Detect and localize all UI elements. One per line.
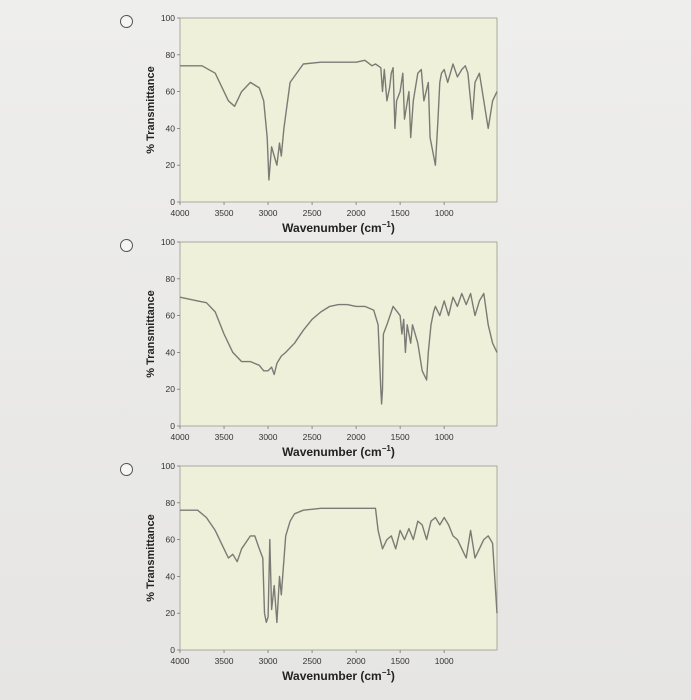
x-tick-label: 1500 bbox=[391, 432, 410, 442]
x-axis-label: Wavenumber (cm−1) bbox=[282, 220, 395, 235]
y-tick-label: 80 bbox=[166, 274, 176, 284]
plot-area bbox=[179, 465, 498, 651]
y-tick-label: 100 bbox=[161, 13, 175, 23]
y-tick-label: 60 bbox=[166, 311, 176, 321]
y-tick-label: 0 bbox=[170, 421, 175, 431]
x-axis-label: Wavenumber (cm−1) bbox=[282, 668, 395, 683]
y-axis-label: % Transmittance bbox=[145, 514, 157, 601]
y-axis-label: % Transmittance bbox=[145, 290, 157, 377]
x-axis-label-close: ) bbox=[391, 221, 395, 235]
spectrum-line bbox=[180, 507, 498, 624]
x-tick-label: 3500 bbox=[215, 208, 234, 218]
answer-option-2[interactable]: 0 20 40 60 80 100 4000 3500 3000 2500 2000 1500 1000… bbox=[0, 234, 691, 459]
x-tick-label: 4000 bbox=[171, 208, 190, 218]
y-axis-label: % Transmittance bbox=[145, 66, 157, 153]
y-tick-label: 60 bbox=[166, 535, 176, 545]
x-tick-label: 2000 bbox=[347, 208, 366, 218]
y-tick-label: 40 bbox=[166, 123, 176, 133]
plot-area bbox=[179, 17, 498, 203]
y-tick-label: 20 bbox=[166, 608, 176, 618]
x-tick-label: 4000 bbox=[171, 432, 190, 442]
x-axis-label-text: Wavenumber (cm bbox=[282, 221, 382, 235]
x-tick-label: 1000 bbox=[435, 432, 454, 442]
y-tick-label: 100 bbox=[161, 461, 175, 471]
radio-button-option-3[interactable] bbox=[120, 463, 133, 476]
ir-spectrum-chart-1: 0 20 40 60 80 100 4000 3500 3000 2500 2000 1500 1000… bbox=[145, 13, 498, 235]
x-tick-label: 3500 bbox=[215, 656, 234, 666]
y-tick-label: 60 bbox=[166, 87, 176, 97]
x-axis-label-close: ) bbox=[391, 669, 395, 683]
x-tick-label: 2500 bbox=[303, 208, 322, 218]
x-tick-label: 3000 bbox=[259, 432, 278, 442]
x-axis-label: Wavenumber (cm−1) bbox=[282, 444, 395, 459]
x-tick-label: 3500 bbox=[215, 432, 234, 442]
y-tick-label: 20 bbox=[166, 160, 176, 170]
x-tick-label: 1500 bbox=[391, 208, 410, 218]
spectrum-line bbox=[179, 292, 498, 405]
spectrum-line bbox=[180, 59, 498, 181]
x-axis-label-text: Wavenumber (cm bbox=[282, 669, 382, 683]
radio-button-option-1[interactable] bbox=[120, 15, 133, 28]
x-axis-label-close: ) bbox=[391, 445, 395, 459]
answer-option-3[interactable]: 0 20 40 60 80 100 4000 3500 3000 2500 2000 1500 1000… bbox=[0, 458, 691, 683]
x-axis-label-text: Wavenumber (cm bbox=[282, 445, 382, 459]
x-tick-label: 2500 bbox=[303, 432, 322, 442]
x-tick-label: 1000 bbox=[435, 208, 454, 218]
ir-spectrum-chart-2: 0 20 40 60 80 100 4000 3500 3000 2500 2000 1500 1000… bbox=[145, 237, 498, 459]
y-tick-label: 80 bbox=[166, 50, 176, 60]
y-tick-label: 40 bbox=[166, 347, 176, 357]
x-tick-label: 2500 bbox=[303, 656, 322, 666]
y-tick-label: 20 bbox=[166, 384, 176, 394]
ir-spectrum-chart-3: 0 20 40 60 80 100 4000 3500 3000 2500 2000 1500 1000… bbox=[145, 461, 498, 683]
y-tick-label: 80 bbox=[166, 498, 176, 508]
x-tick-label: 1500 bbox=[391, 656, 410, 666]
y-tick-label: 40 bbox=[166, 571, 176, 581]
x-tick-label: 2000 bbox=[347, 432, 366, 442]
radio-button-option-2[interactable] bbox=[120, 239, 133, 252]
x-tick-label: 3000 bbox=[259, 208, 278, 218]
answer-option-1[interactable]: 0 20 40 60 80 100 4000 3500 3000 2500 2000 1500 1000… bbox=[0, 10, 691, 235]
y-tick-label: 100 bbox=[161, 237, 175, 247]
x-tick-label: 3000 bbox=[259, 656, 278, 666]
x-tick-label: 2000 bbox=[347, 656, 366, 666]
x-axis-label-superscript: −1 bbox=[382, 668, 392, 677]
x-tick-label: 1000 bbox=[435, 656, 454, 666]
y-tick-label: 0 bbox=[170, 197, 175, 207]
y-tick-label: 0 bbox=[170, 645, 175, 655]
plot-area bbox=[179, 241, 498, 427]
x-axis-label-superscript: −1 bbox=[382, 220, 392, 229]
x-axis-label-superscript: −1 bbox=[382, 444, 392, 453]
x-tick-label: 4000 bbox=[171, 656, 190, 666]
